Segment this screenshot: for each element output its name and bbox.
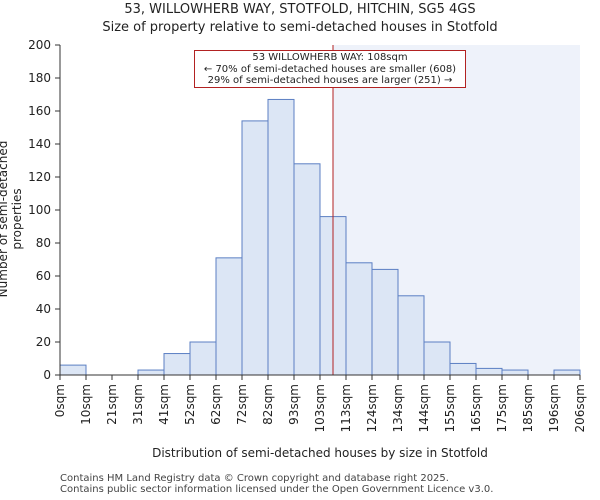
y-tick-label: 20 (36, 335, 51, 349)
x-tick-label: 196sqm (547, 384, 561, 432)
x-tick-label: 124sqm (365, 384, 379, 432)
x-tick-label: 31sqm (131, 384, 145, 425)
histogram-bar (163, 353, 191, 376)
histogram-bar (371, 268, 399, 376)
histogram-bar (553, 369, 581, 376)
x-tick-label: 0sqm (53, 384, 67, 417)
y-tick-label: 0 (43, 368, 51, 382)
chart-subtitle: Size of property relative to semi-detach… (102, 20, 498, 35)
histogram-bar (189, 341, 217, 376)
footer-copyright: Contains HM Land Registry data © Crown c… (60, 473, 449, 484)
histogram-bar (345, 262, 373, 376)
x-tick-label: 144sqm (417, 384, 431, 432)
x-tick-label: 103sqm (313, 384, 327, 432)
histogram-bar (449, 362, 477, 376)
annotation-line-3: 29% of semi-detached houses are larger (… (207, 75, 453, 86)
y-tick-label: 140 (28, 137, 51, 151)
histogram-bar (241, 120, 269, 376)
x-tick-label: 21sqm (105, 384, 119, 425)
x-tick-label: 52sqm (183, 384, 197, 425)
histogram-bar (59, 364, 87, 376)
y-tick-label: 40 (36, 302, 51, 316)
x-tick-label: 62sqm (209, 384, 223, 425)
histogram-bar (475, 367, 503, 376)
x-tick-label: 134sqm (391, 384, 405, 432)
footer-licence: Contains public sector information licen… (60, 484, 494, 495)
y-tick-label: 180 (28, 71, 51, 85)
x-axis-label: Distribution of semi-detached houses by … (152, 446, 488, 460)
x-tick-label: 206sqm (573, 384, 587, 432)
y-axis-label: Number of semi-detached properties (0, 140, 24, 298)
histogram-bar (423, 341, 451, 376)
x-tick-label: 82sqm (261, 384, 275, 425)
x-tick-label: 175sqm (495, 384, 509, 432)
x-tick-label: 155sqm (443, 384, 457, 432)
x-tick-label: 185sqm (521, 384, 535, 432)
histogram-bar (215, 257, 243, 376)
x-tick-label: 113sqm (339, 384, 353, 432)
x-tick-label: 93sqm (287, 384, 301, 425)
x-tick-label: 10sqm (79, 384, 93, 425)
y-tick-label: 160 (28, 104, 51, 118)
histogram-bar (137, 369, 165, 376)
chart-title: 53, WILLOWHERB WAY, STOTFOLD, HITCHIN, S… (124, 2, 476, 17)
x-tick-label: 41sqm (157, 384, 171, 425)
histogram-bar (501, 369, 529, 376)
y-tick-label: 60 (36, 269, 51, 283)
histogram-bar (397, 295, 425, 376)
annotation-line-1: 53 WILLOWHERB WAY: 108sqm (252, 52, 408, 63)
x-tick-label: 165sqm (469, 384, 483, 432)
y-tick-label: 120 (28, 170, 51, 184)
y-tick-label: 80 (36, 236, 51, 250)
histogram-bar (267, 98, 295, 376)
property-annotation-box: 53 WILLOWHERB WAY: 108sqm ← 70% of semi-… (194, 50, 466, 88)
y-tick-label: 100 (28, 203, 51, 217)
x-tick-label: 72sqm (235, 384, 249, 425)
y-tick-label: 200 (28, 38, 51, 52)
annotation-line-2: ← 70% of semi-detached houses are smalle… (203, 63, 457, 75)
histogram-bar (293, 163, 321, 376)
